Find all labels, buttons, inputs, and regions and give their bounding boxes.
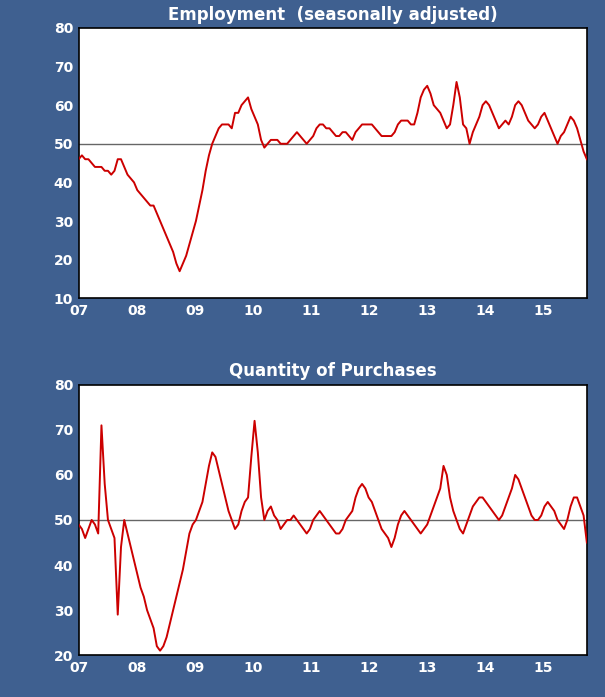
Title: Quantity of Purchases: Quantity of Purchases <box>229 362 437 381</box>
Title: Employment  (seasonally adjusted): Employment (seasonally adjusted) <box>168 6 497 24</box>
